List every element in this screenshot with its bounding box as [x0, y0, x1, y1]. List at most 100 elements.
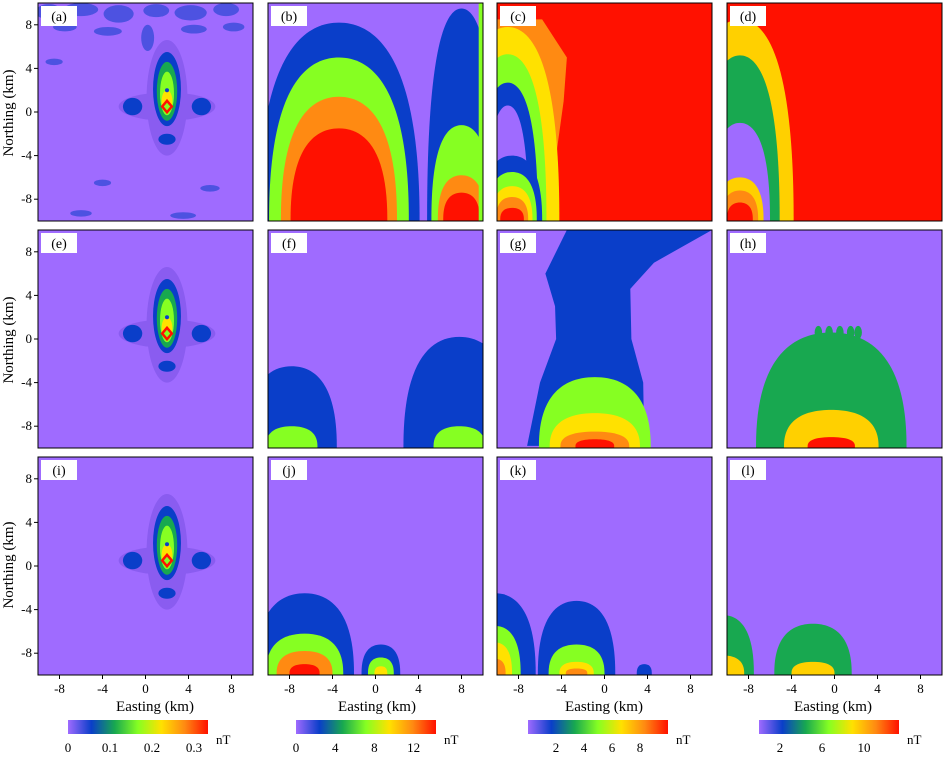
colorbar-tick-label: 0 [65, 740, 72, 755]
contour-lobe-south [158, 587, 176, 599]
colorbar-tick-label: 4 [581, 740, 588, 755]
xlabel-col-0: Easting (km) [116, 699, 194, 715]
x-tick-label: 0 [831, 681, 838, 696]
x-tick-label: 0 [372, 681, 379, 696]
contour-bump [846, 325, 855, 339]
x-tick-label: 0 [601, 681, 608, 696]
colorbar-3: 2 4 6 8 nT [528, 720, 691, 755]
contour-lobe-west [122, 324, 143, 343]
y-tick-label: 0 [26, 104, 33, 119]
plot-area [268, 457, 483, 675]
contour-band [636, 664, 652, 675]
plot-area [497, 230, 712, 448]
x-tick-label: -4 [556, 681, 567, 696]
panel-grid: (a) -8 -4 0 4 8 (b) (c) (d) (e) -8 -4 0 4 8 (f) (g) (h) (i… [21, 2, 943, 696]
noise-patch [143, 4, 170, 18]
plot-area [38, 3, 253, 221]
axis-labels: Easting (km) Easting (km) Easting (km) E… [1, 69, 872, 715]
colorbar-unit: nT [444, 732, 459, 747]
colorbar-gradient [68, 720, 208, 734]
colorbar-tick-label: 6 [609, 740, 616, 755]
contour-band [443, 192, 480, 221]
colorbar-gradient [759, 720, 899, 734]
panel-b: (b) [267, 2, 484, 222]
panel-f: (f) [267, 229, 484, 449]
panel-h: (h) [726, 229, 943, 449]
xlabel-col-2: Easting (km) [565, 699, 643, 715]
noise-patch [70, 210, 92, 217]
colorbar-tick-label: 8 [637, 740, 644, 755]
plot-area [727, 230, 942, 448]
plot-area [38, 230, 253, 448]
contour-band [791, 661, 835, 675]
panel-label-box [500, 6, 536, 26]
panel-frame [267, 229, 484, 449]
colorbar-tick-label: 4 [332, 740, 339, 755]
contour-lobe-west [122, 97, 143, 116]
x-tick-label: -8 [513, 681, 524, 696]
colorbar-4: 2 6 10 nT [759, 720, 922, 755]
y-tick-label: -4 [21, 602, 32, 617]
noise-patch [180, 24, 207, 34]
plot-area [497, 457, 712, 675]
contour-band [500, 207, 524, 221]
y-tick-label: -8 [21, 645, 32, 660]
panel-label: (l) [741, 464, 755, 479]
plot-area [727, 3, 942, 221]
colorbar-2: 0 4 8 12 nT [293, 720, 459, 755]
plot-area [497, 3, 712, 221]
x-tick-label: -4 [786, 681, 797, 696]
plot-area [268, 3, 483, 221]
panel-label: (e) [51, 237, 67, 252]
panel-label-box [271, 6, 307, 26]
noise-patch [141, 24, 155, 51]
contour-dot [165, 542, 169, 547]
colorbar-gradient [296, 720, 436, 734]
contour-inner [163, 556, 171, 565]
x-tick-label: 8 [917, 681, 924, 696]
contour-band [497, 658, 506, 675]
contour-lobe-south [158, 133, 176, 145]
panel-label-box [41, 6, 77, 26]
colorbar-tick-label: 0.2 [144, 740, 160, 755]
colorbar-tick-label: 12 [407, 740, 420, 755]
contour-band [289, 664, 320, 675]
x-tick-label: -4 [327, 681, 338, 696]
contour-lobe-south [158, 360, 176, 372]
contour-band [783, 409, 879, 448]
colorbar-unit: nT [216, 732, 231, 747]
panel-frame [496, 2, 713, 222]
panel-label-box [730, 460, 766, 480]
y-tick-label: -4 [21, 375, 32, 390]
panel-d: (d) [726, 2, 943, 222]
panel-e: (e) -8 -4 0 4 8 [21, 229, 254, 449]
panel-l: (l) -8 -4 0 4 8 [726, 456, 943, 696]
panel-label: (a) [51, 10, 67, 25]
y-tick-label: 0 [26, 331, 33, 346]
panel-label: (h) [740, 237, 757, 252]
plot-area [268, 230, 483, 448]
y-tick-label: -8 [21, 418, 32, 433]
panel-label: (f) [282, 237, 296, 252]
panel-label: (k) [510, 464, 527, 479]
x-tick-label: 8 [228, 681, 235, 696]
xlabel-col-3: Easting (km) [794, 699, 872, 715]
plot-area [727, 457, 942, 675]
contour-lobe-east [191, 97, 212, 116]
colorbars: 0 0.1 0.2 0.3 nT 0 4 8 12 nT 2 4 6 8 nT 2 6 10 nT [65, 720, 922, 755]
contour-band [403, 336, 483, 448]
y-tick-label: 0 [26, 558, 33, 573]
colorbar-tick-label: 2 [553, 740, 560, 755]
y-tick-label: 4 [26, 287, 33, 302]
panel-label: (i) [52, 464, 66, 479]
panel-label: (c) [510, 10, 526, 25]
panel-c: (c) [496, 2, 713, 222]
colorbar-gradient [528, 720, 668, 734]
x-tick-label: 4 [874, 681, 881, 696]
panel-frame [726, 2, 943, 222]
contour-band [478, 3, 483, 221]
noise-patch [93, 26, 122, 36]
contour-inner [163, 102, 171, 111]
contour-lobe-west [122, 551, 143, 570]
contour-lobe-east [191, 551, 212, 570]
